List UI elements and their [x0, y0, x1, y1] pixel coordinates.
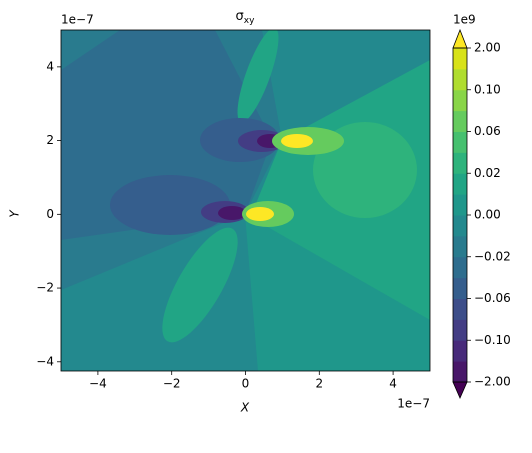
y-tick-label: 4 [46, 59, 54, 73]
x-tick-label: −4 [89, 377, 107, 391]
x-tick-label: −2 [163, 377, 181, 391]
colorbar-tick-label: −0.06 [474, 291, 511, 305]
colorbar-tick-label: −0.02 [474, 249, 511, 263]
colorbar-segment [453, 48, 467, 70]
colorbar-segment [453, 152, 467, 174]
title-symbol: σ [236, 9, 244, 24]
contour-region [245, 214, 430, 371]
y-tick-label: 0 [46, 207, 54, 221]
contour-region [110, 175, 230, 235]
x-offset-text: 1e−7 [397, 397, 430, 411]
contour-region [218, 206, 246, 220]
contour-region [61, 30, 272, 240]
contour-region [281, 134, 313, 148]
colorbar-tick-label: 2.00 [474, 41, 501, 55]
colorbar-segment [453, 340, 467, 362]
x-tick-label: 0 [242, 377, 250, 391]
colorbar-segment [453, 298, 467, 320]
colorbar-segment [453, 215, 467, 237]
colorbar-segment [453, 131, 467, 153]
colorbar-segment [453, 110, 467, 132]
contour-region [237, 30, 279, 123]
colorbar-tick-label: −2.00 [474, 375, 511, 389]
colorbar-segment [453, 68, 467, 91]
x-axis-label: X [240, 401, 250, 415]
colorbar-tick-label: 0.02 [474, 166, 501, 180]
colorbar-segment [453, 173, 467, 195]
contour-region [162, 227, 238, 343]
colorbar-extend-under [452, 381, 468, 399]
colorbar-segment [453, 361, 467, 383]
colorbar-tick-label: −0.10 [474, 333, 511, 347]
y-tick-label: −2 [36, 281, 54, 295]
colorbar-segment [453, 256, 467, 279]
colorbar-offset-text: 1e9 [453, 13, 476, 27]
title-subscript: xy [244, 16, 255, 26]
x-tick-label: 2 [315, 377, 323, 391]
colorbar-segment [453, 277, 467, 299]
colorbar-segment [453, 194, 467, 216]
colorbar-tick-label: 0.10 [474, 82, 501, 96]
contour-field [61, 30, 430, 371]
colorbar-tick-label: 0.06 [474, 124, 501, 138]
colorbar-extend-over [452, 28, 468, 49]
colorbar-segment [453, 235, 467, 258]
contour-region [246, 207, 274, 221]
colorbar-tick-label: 0.00 [474, 208, 501, 222]
x-tick-label: 4 [389, 377, 397, 391]
y-axis-label: Y [8, 209, 22, 218]
y-offset-text: 1e−7 [61, 13, 94, 27]
y-tick-label: 2 [46, 133, 54, 147]
colorbar-segment [453, 89, 467, 112]
colorbar-segment [453, 319, 467, 341]
chart-title: σxy [236, 9, 256, 26]
y-tick-label: −4 [36, 354, 54, 368]
